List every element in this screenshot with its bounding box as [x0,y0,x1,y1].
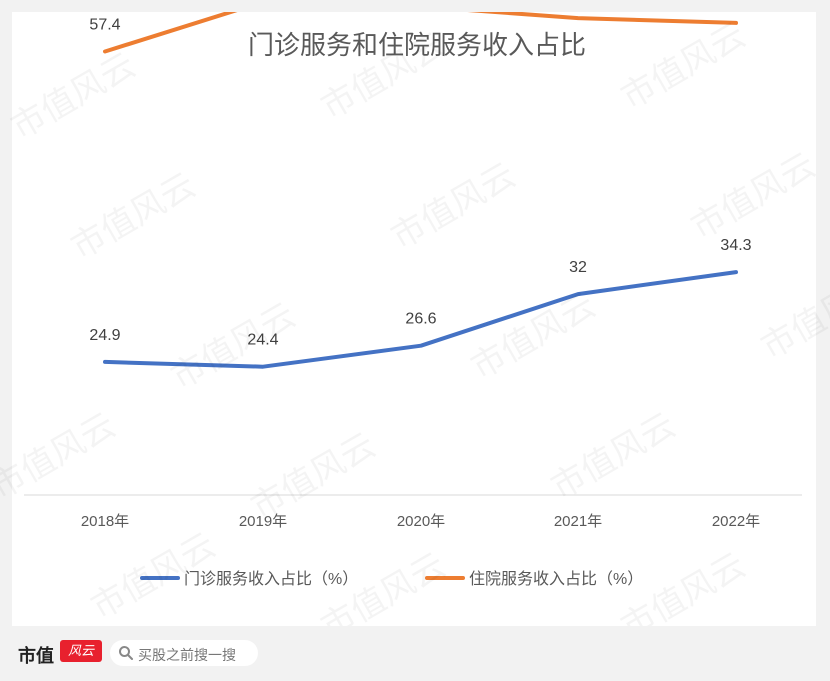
legend-label: 住院服务收入占比（%） [469,570,643,588]
data-label: 24.4 [247,332,278,349]
data-label: 34.3 [720,237,751,254]
chart-title: 门诊服务和住院服务收入占比 [248,30,586,60]
footer-bar: 市值 风云 买股之前搜一搜 [0,626,830,681]
series-line-0 [103,270,738,369]
search-box[interactable]: 买股之前搜一搜 [110,640,258,666]
brand-logo-text: 市值 [18,646,54,666]
x-tick-label: 2018年 [81,513,129,530]
data-label: 57.4 [89,17,120,34]
series-line-1 [103,12,738,54]
x-tick-label: 2021年 [554,513,602,530]
search-placeholder: 买股之前搜一搜 [138,647,236,663]
x-tick-label: 2019年 [239,513,287,530]
data-label: 32 [569,259,587,276]
x-tick-label: 2020年 [397,513,445,530]
brand-logo-mark: 风云 [60,640,102,662]
data-label: 26.6 [405,311,436,328]
line-chart: 门诊服务和住院服务收入占比 2018年 2019年 2020年 2021年 2022年 … [24,12,802,588]
legend-label: 门诊服务收入占比（%） [184,570,358,588]
x-tick-label: 2022年 [712,513,760,530]
data-label: 24.9 [89,327,120,344]
chart-card: 门诊服务和住院服务收入占比 2018年 2019年 2020年 2021年 2022年 … [12,12,816,626]
search-icon [119,646,133,660]
